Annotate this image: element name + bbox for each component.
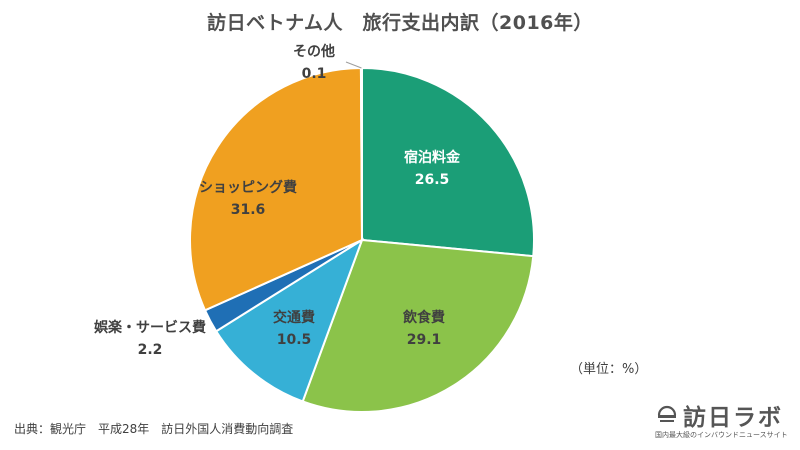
unit-note: （単位：%） bbox=[570, 362, 648, 377]
slice-value-label: 0.1 bbox=[302, 66, 327, 82]
logo-tagline: 国内最大級のインバウンドニュースサイト bbox=[655, 431, 788, 439]
source-note: 出典：観光庁 平成28年 訪日外国人消費動向調査 bbox=[14, 422, 294, 436]
slice-label: 宿泊料金 bbox=[404, 149, 461, 166]
pie-slice bbox=[359, 66, 363, 241]
logo-text: 訪日ラボ bbox=[683, 405, 783, 431]
slice-label: 飲食費 bbox=[402, 309, 445, 326]
pie-slice bbox=[214, 237, 364, 403]
pie-slice bbox=[189, 66, 364, 312]
slice-value-label: 31.6 bbox=[231, 202, 266, 218]
chart-title: 訪日ベトナム人 旅行支出内訳（2016年） bbox=[207, 12, 593, 34]
slice-label: その他 bbox=[293, 43, 335, 60]
slice-value-label: 29.1 bbox=[407, 332, 442, 348]
pie-slice bbox=[361, 66, 535, 258]
slice-value-label: 2.2 bbox=[138, 342, 163, 358]
slice-label: ショッピング費 bbox=[199, 179, 297, 196]
leader-line bbox=[345, 61, 362, 69]
slice-value-label: 10.5 bbox=[277, 332, 312, 348]
pie-slice bbox=[301, 238, 535, 413]
slice-label: 交通費 bbox=[273, 309, 315, 326]
logo-icon bbox=[657, 405, 677, 422]
slice-value-label: 26.5 bbox=[415, 172, 450, 188]
site-logo: 訪日ラボ 国内最大級のインバウンドニュースサイト bbox=[655, 398, 795, 446]
slice-label: 娯楽・サービス費 bbox=[94, 319, 206, 336]
